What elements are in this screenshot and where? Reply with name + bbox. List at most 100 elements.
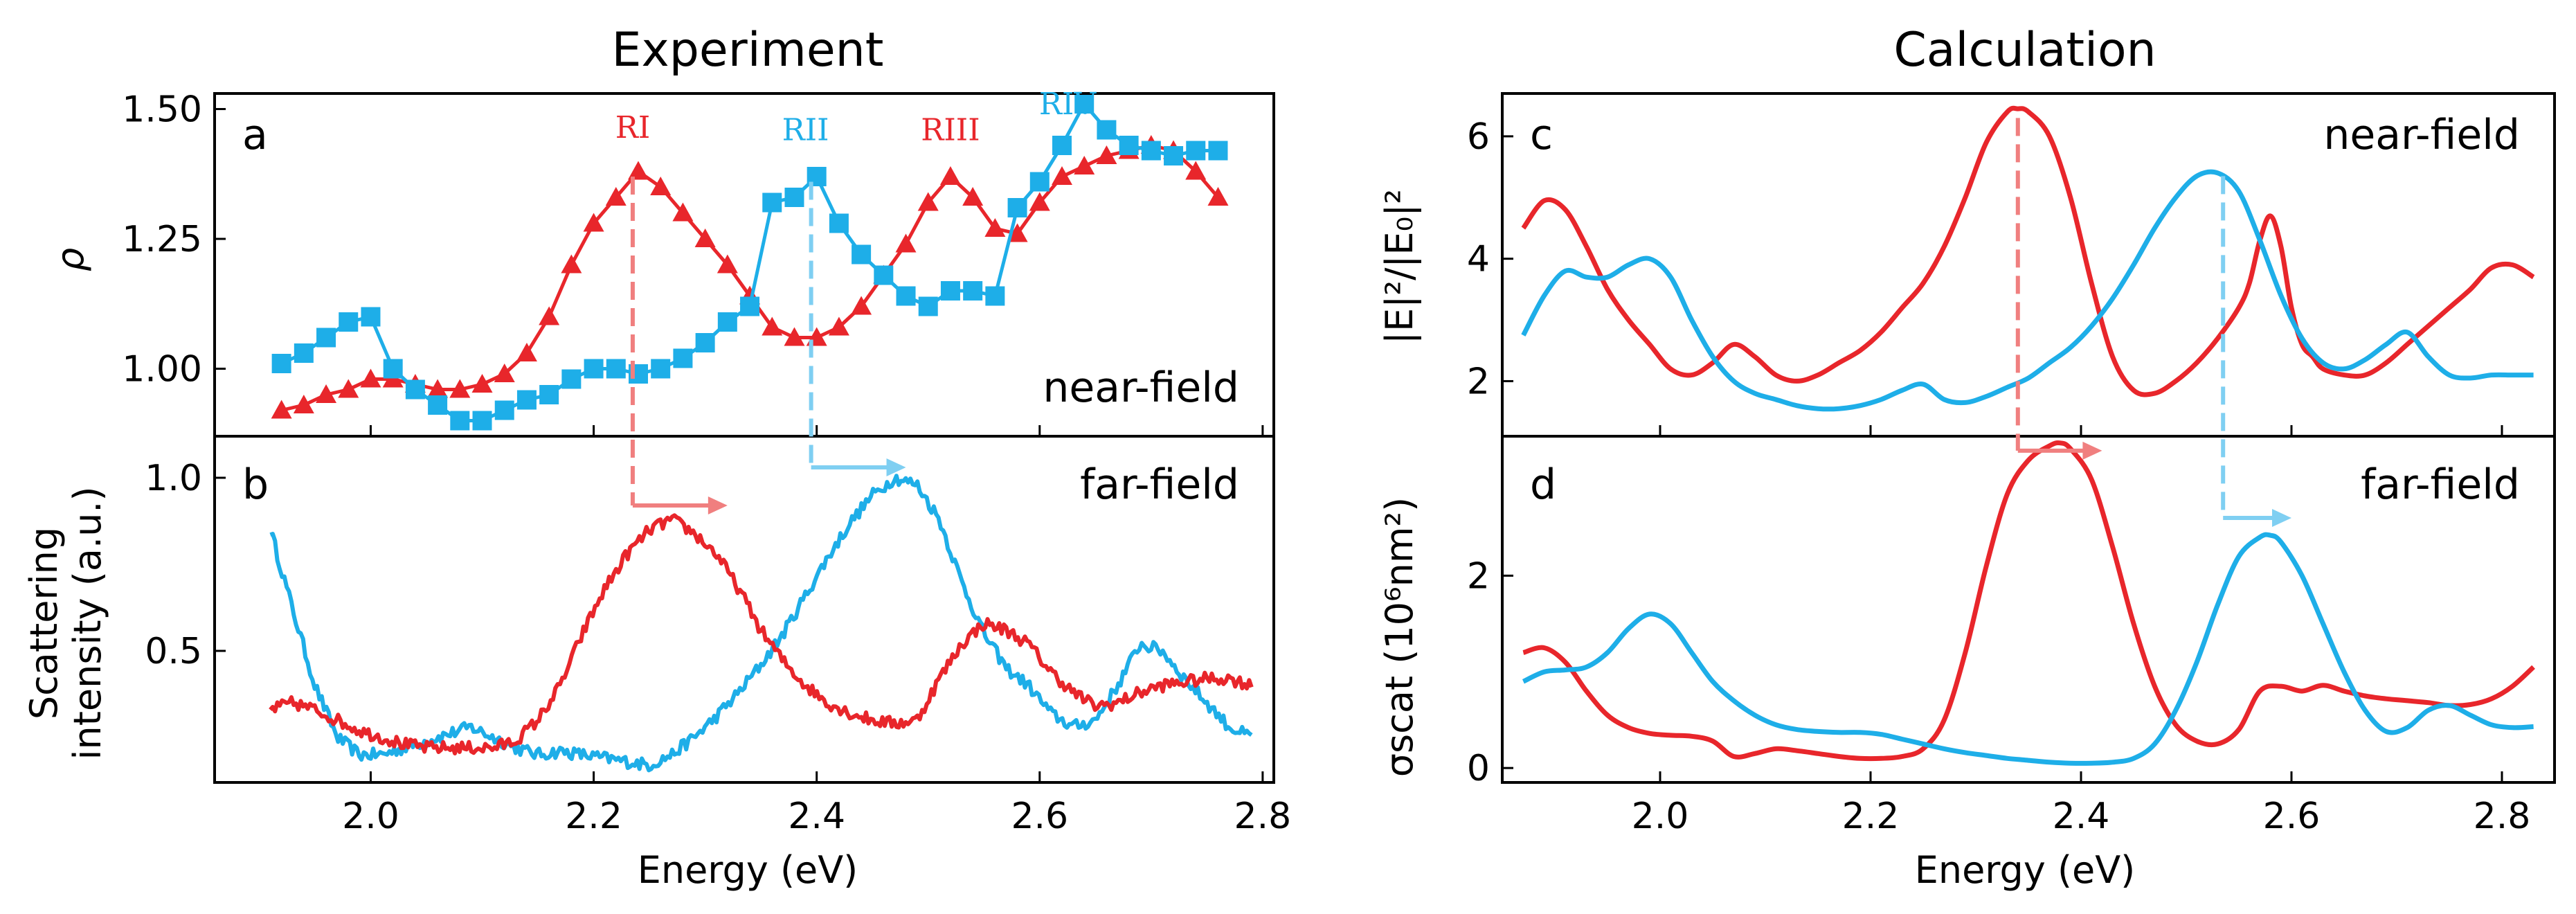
marker-triangle xyxy=(917,192,939,211)
peak-label: RIV xyxy=(1039,87,1097,122)
marker-triangle xyxy=(650,177,672,195)
marker-triangle xyxy=(828,316,849,336)
marker-square xyxy=(940,281,960,301)
xtick-label: 2.2 xyxy=(565,796,622,837)
xtick-label: 2.4 xyxy=(788,796,845,837)
marker-triangle xyxy=(539,306,560,325)
marker-triangle xyxy=(851,296,872,315)
marker-square xyxy=(539,385,559,404)
arrow-head xyxy=(886,458,906,476)
marker-triangle xyxy=(784,327,805,346)
marker-triangle xyxy=(762,316,783,336)
marker-square xyxy=(606,359,626,379)
marker-square xyxy=(383,359,403,379)
panel-letter-b: b xyxy=(242,460,269,509)
marker-triangle xyxy=(494,364,515,382)
title-experiment: Experiment xyxy=(612,23,884,78)
marker-triangle xyxy=(271,400,292,419)
marker-square xyxy=(428,395,448,415)
marker-square xyxy=(1119,136,1139,155)
ytick-label: 6 xyxy=(1467,116,1490,158)
series-line-red-scattering xyxy=(269,513,1254,755)
marker-square xyxy=(561,369,582,389)
xlabel-calculation: Energy (eV) xyxy=(1915,848,2136,892)
marker-triangle xyxy=(984,218,1006,237)
ytick-label: 1.50 xyxy=(122,89,202,131)
panel-letter-c: c xyxy=(1530,111,1553,159)
marker-triangle xyxy=(338,379,359,398)
transfer-arrow xyxy=(2015,118,2102,460)
axes-frame-b xyxy=(213,435,1275,784)
marker-square xyxy=(1007,198,1027,217)
marker-square xyxy=(1029,172,1050,192)
marker-square xyxy=(339,312,359,332)
series-line-blue-scattering xyxy=(269,474,1253,773)
marker-square xyxy=(651,359,671,379)
marker-square xyxy=(1208,141,1228,161)
ylabel-scattering-line1: Scattering xyxy=(22,527,66,719)
panel-d: 0 2 2.0 2.2 2.4 2.6 2.8 xyxy=(1467,435,2556,837)
marker-triangle xyxy=(694,228,716,247)
marker-triangle xyxy=(1052,166,1072,185)
marker-square xyxy=(762,192,782,213)
marker-square xyxy=(494,400,514,420)
marker-triangle xyxy=(628,161,649,180)
marker-triangle xyxy=(1007,223,1028,242)
arrow-head xyxy=(708,496,728,514)
marker-triangle xyxy=(449,379,471,398)
ytick-label: 4 xyxy=(1467,239,1490,280)
panel-letter-d: d xyxy=(1530,460,1556,509)
peak-label: RIII xyxy=(921,113,980,148)
annotation-near-field-a: near-field xyxy=(1043,364,1239,412)
marker-triangle xyxy=(1074,156,1095,174)
ylabel-field-enhancement: |E|²/|E₀|² xyxy=(1378,189,1421,344)
peak-label: RII xyxy=(782,113,829,148)
xtick-label: 2.0 xyxy=(1632,796,1689,837)
xtick-label: 2.8 xyxy=(1234,796,1292,837)
series-group-b xyxy=(269,474,1254,773)
arrow-head xyxy=(2272,509,2291,528)
marker-square xyxy=(784,188,804,207)
marker-square xyxy=(896,286,916,306)
marker-triangle xyxy=(1029,192,1050,211)
panel-letter-a: a xyxy=(242,111,268,159)
axes-frame-d xyxy=(1501,435,2556,784)
ytick-label: 2 xyxy=(1467,361,1490,402)
marker-triangle xyxy=(1185,161,1207,180)
marker-triangle xyxy=(293,395,314,413)
marker-triangle xyxy=(962,187,984,206)
ylabel-rho: ρ xyxy=(48,248,92,271)
panel-c: 2 4 6 xyxy=(1467,92,2556,438)
marker-triangle xyxy=(1096,145,1117,164)
marker-triangle xyxy=(1207,187,1229,206)
marker-square xyxy=(852,244,872,265)
marker-square xyxy=(450,411,470,431)
xtick-label: 2.6 xyxy=(2263,796,2321,837)
marker-square xyxy=(1164,146,1184,165)
panel-b: 0.5 1.0 2.0 2.2 2.4 2.6 2.8 xyxy=(145,435,1292,837)
marker-square xyxy=(1141,141,1161,161)
arrow-head xyxy=(2082,441,2102,460)
marker-square xyxy=(316,328,336,348)
marker-square xyxy=(673,348,693,368)
transfer-arrow xyxy=(630,177,728,514)
series-line-red-near-field xyxy=(1521,105,2535,397)
marker-square xyxy=(1074,94,1095,114)
ytick-label: 1.00 xyxy=(122,349,202,391)
annotation-near-field-c: near-field xyxy=(2323,111,2520,159)
annotation-far-field-d: far-field xyxy=(2361,460,2520,509)
title-calculation: Calculation xyxy=(1893,23,2156,78)
marker-triangle xyxy=(360,368,381,388)
ytick-label: 0 xyxy=(1467,748,1490,789)
marker-square xyxy=(717,312,737,332)
ylabel-scattering-cross-section: σscat (10⁶nm²) xyxy=(1378,497,1421,777)
marker-triangle xyxy=(939,166,961,185)
marker-triangle xyxy=(427,379,449,398)
marker-triangle xyxy=(605,187,627,206)
ytick-label: 2 xyxy=(1467,555,1490,597)
marker-square xyxy=(985,286,1005,306)
marker-square xyxy=(1186,141,1206,161)
marker-triangle xyxy=(316,384,337,403)
ytick-label: 1.0 xyxy=(145,458,202,499)
